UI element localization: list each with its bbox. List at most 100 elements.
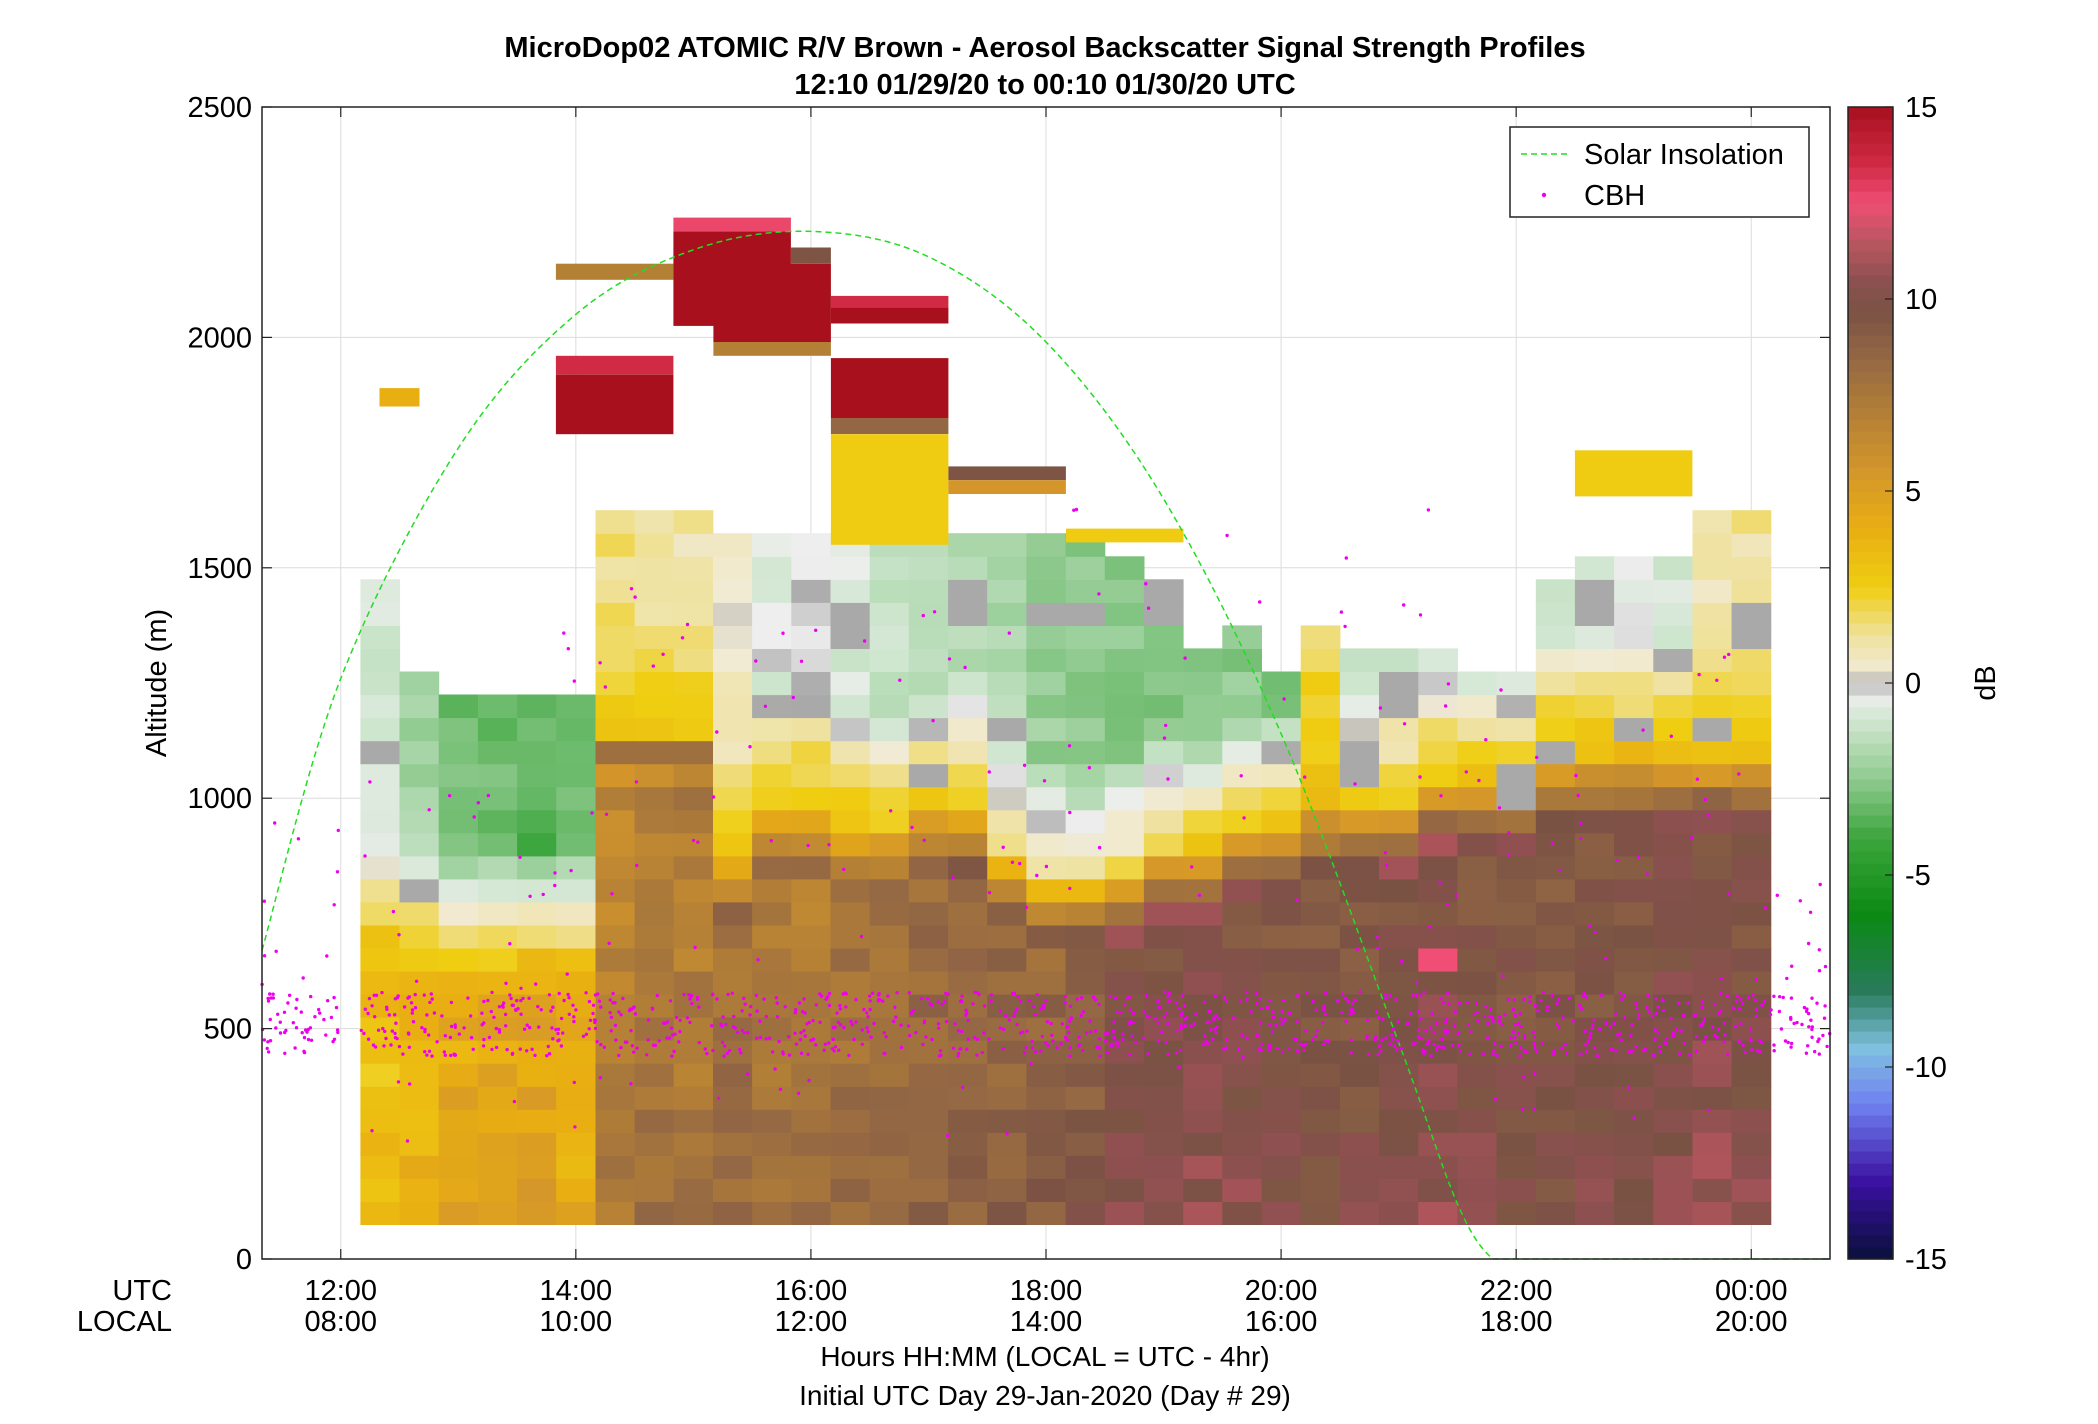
heatmap-cell xyxy=(1614,1086,1654,1110)
heatmap-cell xyxy=(1183,855,1223,880)
colorbar-segment xyxy=(1848,1055,1893,1068)
cbh-point xyxy=(1388,993,1393,998)
heatmap-cell xyxy=(556,763,596,788)
cbh-point xyxy=(1622,1016,1627,1020)
cbh-point xyxy=(1513,1035,1517,1040)
cbh-point xyxy=(932,610,937,614)
cbh-point xyxy=(1749,1028,1753,1032)
cbh-point xyxy=(835,1011,839,1015)
cbh-point xyxy=(754,659,758,663)
cbh-point xyxy=(711,992,715,996)
cbh-point xyxy=(1681,1013,1686,1018)
colorbar-segment xyxy=(1848,635,1893,648)
cbh-point xyxy=(598,661,602,665)
cbh-point xyxy=(1789,1015,1793,1020)
cbh-point xyxy=(1029,1062,1033,1066)
heatmap-cell xyxy=(595,809,636,834)
heatmap-cell xyxy=(830,786,871,811)
cloud-layer-cell xyxy=(790,247,831,264)
cbh-point xyxy=(556,1027,561,1031)
cbh-point xyxy=(522,1027,527,1031)
cbh-point xyxy=(309,1038,314,1043)
cbh-point xyxy=(1305,991,1309,995)
cbh-point xyxy=(302,1035,307,1040)
cbh-point xyxy=(273,821,277,825)
heatmap-cell xyxy=(1418,924,1458,949)
heatmap-cell xyxy=(1104,1086,1145,1110)
heatmap-cell xyxy=(399,1132,440,1156)
heatmap-cell xyxy=(1300,1063,1341,1087)
cbh-point xyxy=(1164,723,1168,728)
heatmap-cell xyxy=(1065,625,1106,649)
cbh-point xyxy=(1015,1007,1019,1011)
heatmap-cell xyxy=(595,1132,636,1156)
cbh-point xyxy=(1740,1001,1745,1006)
cbh-point xyxy=(1495,1053,1499,1058)
heatmap-cell xyxy=(1457,809,1498,834)
x-tick-label-utc: 14:00 xyxy=(540,1275,613,1307)
cbh-point xyxy=(528,1025,532,1030)
x-axis-sublabel: Initial UTC Day 29-Jan-2020 (Day # 29) xyxy=(799,1380,1291,1411)
cbh-point xyxy=(770,1050,775,1054)
heatmap-cell xyxy=(1379,901,1419,926)
heatmap-cell xyxy=(752,948,792,972)
heatmap-cell xyxy=(830,924,871,949)
cbh-point xyxy=(1098,1046,1102,1051)
heatmap-cell xyxy=(634,1109,675,1133)
heatmap-cell xyxy=(399,994,440,1018)
heatmap-cell xyxy=(1535,694,1576,719)
heatmap-cell xyxy=(556,901,596,926)
cbh-point xyxy=(519,1012,523,1016)
cbh-point xyxy=(1324,1039,1328,1043)
heatmap-cell xyxy=(1026,579,1067,603)
cbh-point xyxy=(587,999,592,1004)
cbh-point xyxy=(609,1029,613,1033)
heatmap-cell xyxy=(830,1132,871,1156)
cbh-point xyxy=(414,979,419,983)
cbh-point xyxy=(1723,1033,1727,1037)
heatmap-cell xyxy=(634,1178,675,1202)
heatmap-cell xyxy=(399,671,440,696)
cbh-point xyxy=(1645,1005,1649,1010)
cbh-point xyxy=(1654,1011,1658,1016)
heatmap-cell xyxy=(634,740,675,765)
cbh-point xyxy=(1343,996,1348,1000)
heatmap-cell xyxy=(1026,948,1067,972)
heatmap-cell xyxy=(791,556,831,580)
heatmap-cell xyxy=(1574,579,1615,603)
heatmap-cell xyxy=(1614,625,1654,649)
heatmap-cell xyxy=(1574,832,1615,857)
heatmap-cell xyxy=(1574,786,1615,811)
heatmap-cell xyxy=(438,948,479,972)
heatmap-cell xyxy=(1614,1201,1654,1225)
heatmap-cell xyxy=(673,602,714,626)
heatmap-cell xyxy=(791,579,831,603)
heatmap-cell xyxy=(634,1201,675,1225)
colorbar-segment xyxy=(1848,455,1893,468)
heatmap-cell xyxy=(1261,717,1302,742)
heatmap-cell xyxy=(399,1155,440,1179)
cbh-point xyxy=(1598,1027,1602,1031)
heatmap-cell xyxy=(1535,901,1576,926)
cbh-point xyxy=(271,992,275,996)
cbh-point xyxy=(1022,1051,1027,1055)
heatmap-cell xyxy=(869,602,910,626)
cbh-point xyxy=(936,1022,941,1026)
heatmap-cell xyxy=(399,901,440,926)
cbh-point xyxy=(1446,682,1451,686)
heatmap-cell xyxy=(987,924,1027,949)
cbh-point xyxy=(1604,1022,1608,1026)
heatmap-cell xyxy=(1143,579,1184,603)
heatmap-cell xyxy=(1731,809,1772,834)
cbh-point xyxy=(1563,1042,1568,1047)
cbh-point xyxy=(1694,1034,1699,1039)
heatmap-cell xyxy=(477,1178,518,1202)
cbh-point xyxy=(396,994,400,998)
heatmap-cell xyxy=(830,1063,871,1087)
heatmap-cell xyxy=(1065,579,1106,603)
cbh-point xyxy=(565,972,569,976)
heatmap-cell xyxy=(1300,1086,1341,1110)
heatmap-cell xyxy=(908,602,949,626)
cbh-point xyxy=(1375,935,1379,939)
heatmap-cell xyxy=(1222,832,1262,857)
